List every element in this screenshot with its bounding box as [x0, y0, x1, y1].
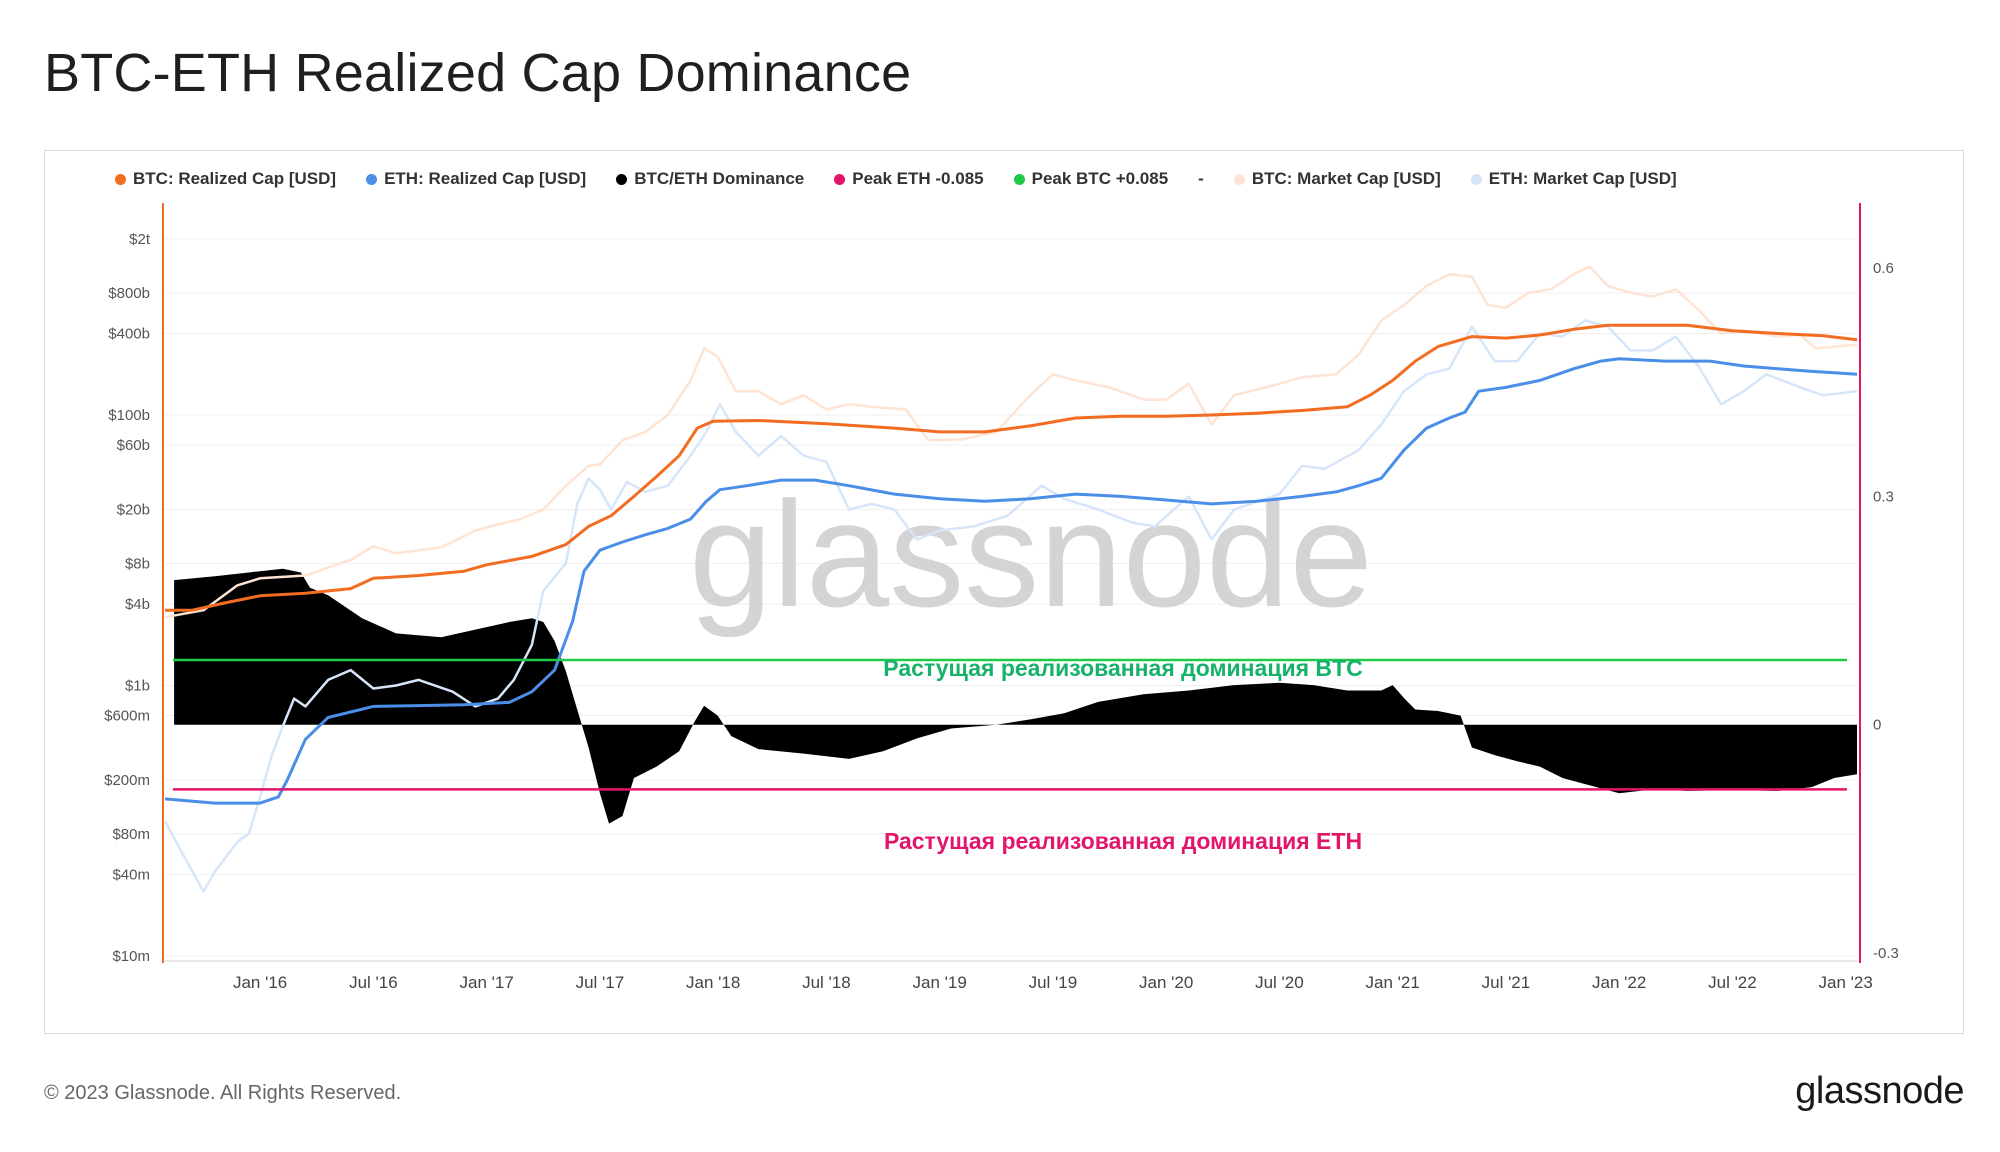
x-tick-label: Jan '20 — [1139, 973, 1193, 992]
legend-item[interactable]: ETH: Market Cap [USD] — [1470, 169, 1677, 189]
x-tick-label: Jul '20 — [1255, 973, 1304, 992]
legend-item[interactable]: BTC/ETH Dominance — [616, 169, 804, 189]
y-right-tick-label: 0.6 — [1873, 260, 1894, 277]
legend-dot-icon — [1470, 173, 1482, 185]
y-left-tick-label: $200m — [104, 772, 150, 789]
realized-cap-line — [165, 323, 1858, 612]
page-title: BTC-ETH Realized Cap Dominance — [44, 43, 912, 103]
y-left-tick-label: $4b — [125, 596, 150, 613]
y-left-tick-label: $20b — [117, 502, 150, 519]
y-left-tick-label: $40m — [112, 867, 150, 884]
legend-item[interactable]: Peak ETH -0.085 — [834, 169, 984, 189]
y-left-tick-label: $1b — [125, 677, 150, 694]
x-tick-label: Jul '17 — [576, 973, 625, 992]
y-left-tick-label: $2t — [129, 231, 151, 248]
legend-label: Peak BTC +0.085 — [1031, 169, 1169, 188]
legend-label: BTC/ETH Dominance — [634, 169, 805, 188]
realized-cap-line — [164, 357, 1858, 805]
dominance-area — [174, 568, 1858, 824]
x-tick-label: Jan '21 — [1366, 973, 1420, 992]
x-tick-label: Jul '19 — [1029, 973, 1078, 992]
copyright-text: © 2023 Glassnode. All Rights Reserved. — [44, 1082, 402, 1104]
legend-label: Peak ETH -0.085 — [852, 169, 984, 188]
y-left-tick-label: $600m — [104, 707, 150, 724]
legend-label: BTC: Realized Cap [USD] — [133, 169, 337, 188]
y-right-tick-label: 0.3 — [1873, 488, 1894, 505]
legend-label: BTC: Market Cap [USD] — [1251, 169, 1441, 188]
x-tick-label: Jul '22 — [1708, 973, 1757, 992]
y-left-tick-label: $8b — [125, 555, 150, 572]
legend-dot-icon — [1013, 173, 1025, 185]
legend-dot-icon — [1233, 173, 1245, 185]
y-right-tick-label: -0.3 — [1873, 945, 1899, 962]
x-tick-label: Jan '18 — [686, 973, 740, 992]
y-left-tick-label: $800b — [108, 285, 150, 302]
market-cap-line — [164, 265, 1858, 619]
legend-item[interactable]: Peak BTC +0.085 — [1013, 169, 1169, 189]
annotation-eth: Растущая реализованная доминация ETH — [884, 828, 1362, 854]
x-tick-label: Jul '18 — [802, 973, 851, 992]
x-tick-label: Jan '19 — [913, 973, 967, 992]
legend-dot-icon — [616, 173, 628, 185]
x-tick-label: Jan '23 — [1819, 973, 1873, 992]
x-tick-label: Jan '17 — [459, 973, 513, 992]
x-tick-label: Jul '16 — [349, 973, 398, 992]
legend-dot-icon — [834, 173, 846, 185]
legend-label: - — [1198, 169, 1204, 188]
y-right-tick-label: 0 — [1873, 717, 1881, 734]
legend-item[interactable]: BTC: Realized Cap [USD] — [115, 169, 336, 189]
y-left-tick-label: $400b — [108, 326, 150, 343]
y-left-tick-label: $80m — [112, 826, 150, 843]
legend-separator: - — [1198, 169, 1204, 189]
chart-frame: BTC: Realized Cap [USD] ETH: Realized Cap… — [44, 150, 1964, 1034]
y-left-tick-label: $60b — [117, 437, 150, 454]
legend-label: ETH: Realized Cap [USD] — [384, 169, 587, 188]
chart-legend: BTC: Realized Cap [USD] ETH: Realized Cap… — [115, 169, 1707, 189]
legend-item[interactable]: ETH: Realized Cap [USD] — [366, 169, 586, 189]
y-left-tick-label: $100b — [108, 407, 150, 424]
x-tick-label: Jan '16 — [233, 973, 287, 992]
annotation-btc: Растущая реализованная доминация BTC — [883, 655, 1362, 681]
y-left-tick-label: $10m — [112, 948, 150, 965]
legend-dot-icon — [366, 173, 378, 185]
legend-label: ETH: Market Cap [USD] — [1488, 169, 1677, 188]
x-tick-label: Jan '22 — [1592, 973, 1646, 992]
legend-dot-icon — [115, 173, 126, 185]
x-tick-label: Jul '21 — [1482, 973, 1531, 992]
legend-item[interactable]: BTC: Market Cap [USD] — [1233, 169, 1441, 189]
glassnode-logo: glassnode — [1795, 1070, 1964, 1112]
